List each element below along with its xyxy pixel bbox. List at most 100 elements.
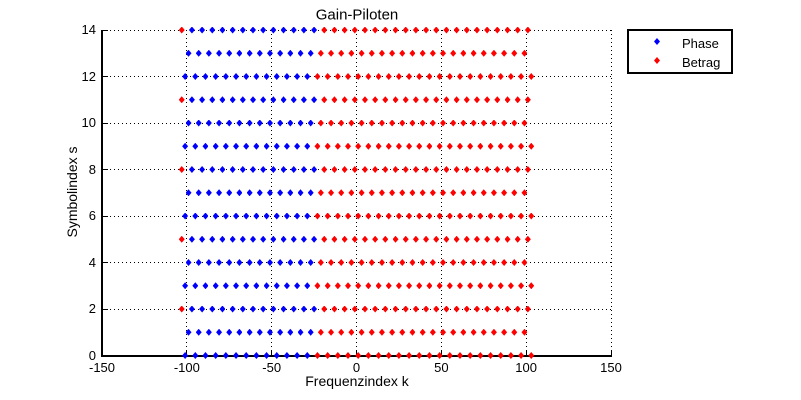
data-point-phase	[233, 282, 240, 290]
data-point-betrag	[446, 212, 453, 220]
y-tick-label: 12	[81, 68, 96, 84]
data-point-phase	[188, 26, 195, 34]
data-point-betrag	[467, 73, 474, 80]
data-point-betrag	[443, 96, 450, 104]
data-point-betrag	[321, 96, 328, 104]
data-point-phase	[229, 305, 236, 313]
data-point-betrag	[467, 352, 474, 359]
y-tick-label: 2	[88, 301, 96, 316]
data-point-phase	[246, 189, 253, 197]
data-point-betrag	[412, 26, 419, 34]
data-point-betrag	[345, 73, 352, 80]
x-axis-label: Frequenzindex k	[305, 373, 409, 389]
data-point-betrag	[456, 282, 463, 290]
y-axis-line	[101, 30, 103, 357]
data-point-phase	[236, 189, 243, 197]
data-point-betrag	[473, 26, 480, 34]
data-point-phase	[212, 282, 219, 290]
data-point-betrag	[368, 119, 375, 127]
data-point-betrag	[382, 235, 389, 243]
data-point-betrag	[385, 142, 392, 150]
data-point-phase	[300, 235, 307, 243]
data-point-phase	[192, 212, 199, 220]
data-point-betrag	[389, 328, 396, 336]
data-point-betrag	[514, 305, 521, 313]
data-point-phase	[277, 189, 284, 197]
data-point-betrag	[528, 212, 535, 220]
data-point-betrag	[524, 166, 531, 173]
data-point-phase	[188, 305, 195, 313]
data-point-betrag	[456, 73, 463, 80]
data-point-phase	[300, 166, 307, 173]
data-point-phase	[226, 259, 233, 266]
data-point-phase	[253, 142, 260, 150]
data-point-betrag	[518, 142, 525, 150]
data-point-phase	[205, 49, 212, 57]
data-point-betrag	[412, 235, 419, 243]
data-point-betrag	[402, 26, 409, 34]
data-point-betrag	[467, 142, 474, 150]
data-point-phase	[236, 119, 243, 127]
data-point-betrag	[389, 189, 396, 197]
data-point-betrag	[456, 212, 463, 220]
data-point-betrag	[331, 305, 338, 313]
data-point-betrag	[460, 328, 467, 336]
data-point-betrag	[372, 235, 379, 243]
data-point-betrag	[426, 142, 433, 150]
data-point-betrag	[524, 26, 531, 34]
data-point-phase	[250, 166, 256, 173]
data-point-betrag	[460, 49, 467, 57]
data-point-betrag	[477, 73, 484, 80]
data-point-phase	[243, 142, 250, 150]
data-point-betrag	[453, 96, 460, 104]
data-point-phase	[205, 328, 212, 336]
data-point-phase	[266, 259, 273, 266]
data-point-phase	[266, 328, 273, 336]
data-point-betrag	[314, 352, 321, 359]
data-point-phase	[266, 189, 273, 197]
data-point-betrag	[429, 119, 436, 127]
data-point-phase	[307, 259, 314, 266]
data-point-betrag	[487, 142, 494, 150]
data-point-betrag	[528, 352, 535, 359]
data-point-phase	[199, 235, 206, 243]
data-point-betrag	[399, 189, 406, 197]
data-point-phase	[280, 166, 287, 173]
data-point-phase	[219, 96, 226, 104]
data-point-phase	[243, 73, 250, 80]
data-point-phase	[239, 96, 246, 104]
data-point-phase	[253, 352, 260, 359]
data-point-phase	[294, 282, 301, 290]
data-point-phase	[260, 235, 267, 243]
x-tick-mark	[356, 349, 357, 355]
data-point-betrag	[521, 49, 528, 57]
data-point-betrag	[314, 73, 321, 80]
data-point-betrag	[467, 282, 474, 290]
data-point-phase	[182, 282, 189, 290]
data-point-betrag	[375, 142, 382, 150]
data-point-betrag	[511, 119, 518, 127]
data-point-betrag	[501, 189, 508, 197]
data-point-betrag	[440, 189, 447, 197]
data-point-betrag	[423, 305, 430, 313]
data-point-phase	[226, 49, 233, 57]
h-gridline	[102, 122, 611, 124]
data-point-betrag	[395, 352, 402, 359]
data-point-betrag	[324, 142, 331, 150]
x-tick-label: 100	[515, 360, 538, 375]
data-point-betrag	[351, 96, 358, 104]
data-point-betrag	[412, 96, 419, 104]
data-point-betrag	[385, 212, 392, 220]
data-point-betrag	[528, 142, 535, 150]
data-point-betrag	[409, 119, 416, 127]
data-point-phase	[243, 352, 250, 359]
data-point-phase	[280, 305, 287, 313]
data-point-betrag	[504, 96, 511, 104]
data-point-betrag	[348, 49, 355, 57]
data-point-phase	[182, 142, 189, 150]
data-point-betrag	[494, 166, 501, 173]
data-point-phase	[304, 282, 311, 290]
data-point-betrag	[372, 166, 379, 173]
data-point-phase	[300, 96, 307, 104]
x-tick-label: -150	[88, 360, 116, 375]
